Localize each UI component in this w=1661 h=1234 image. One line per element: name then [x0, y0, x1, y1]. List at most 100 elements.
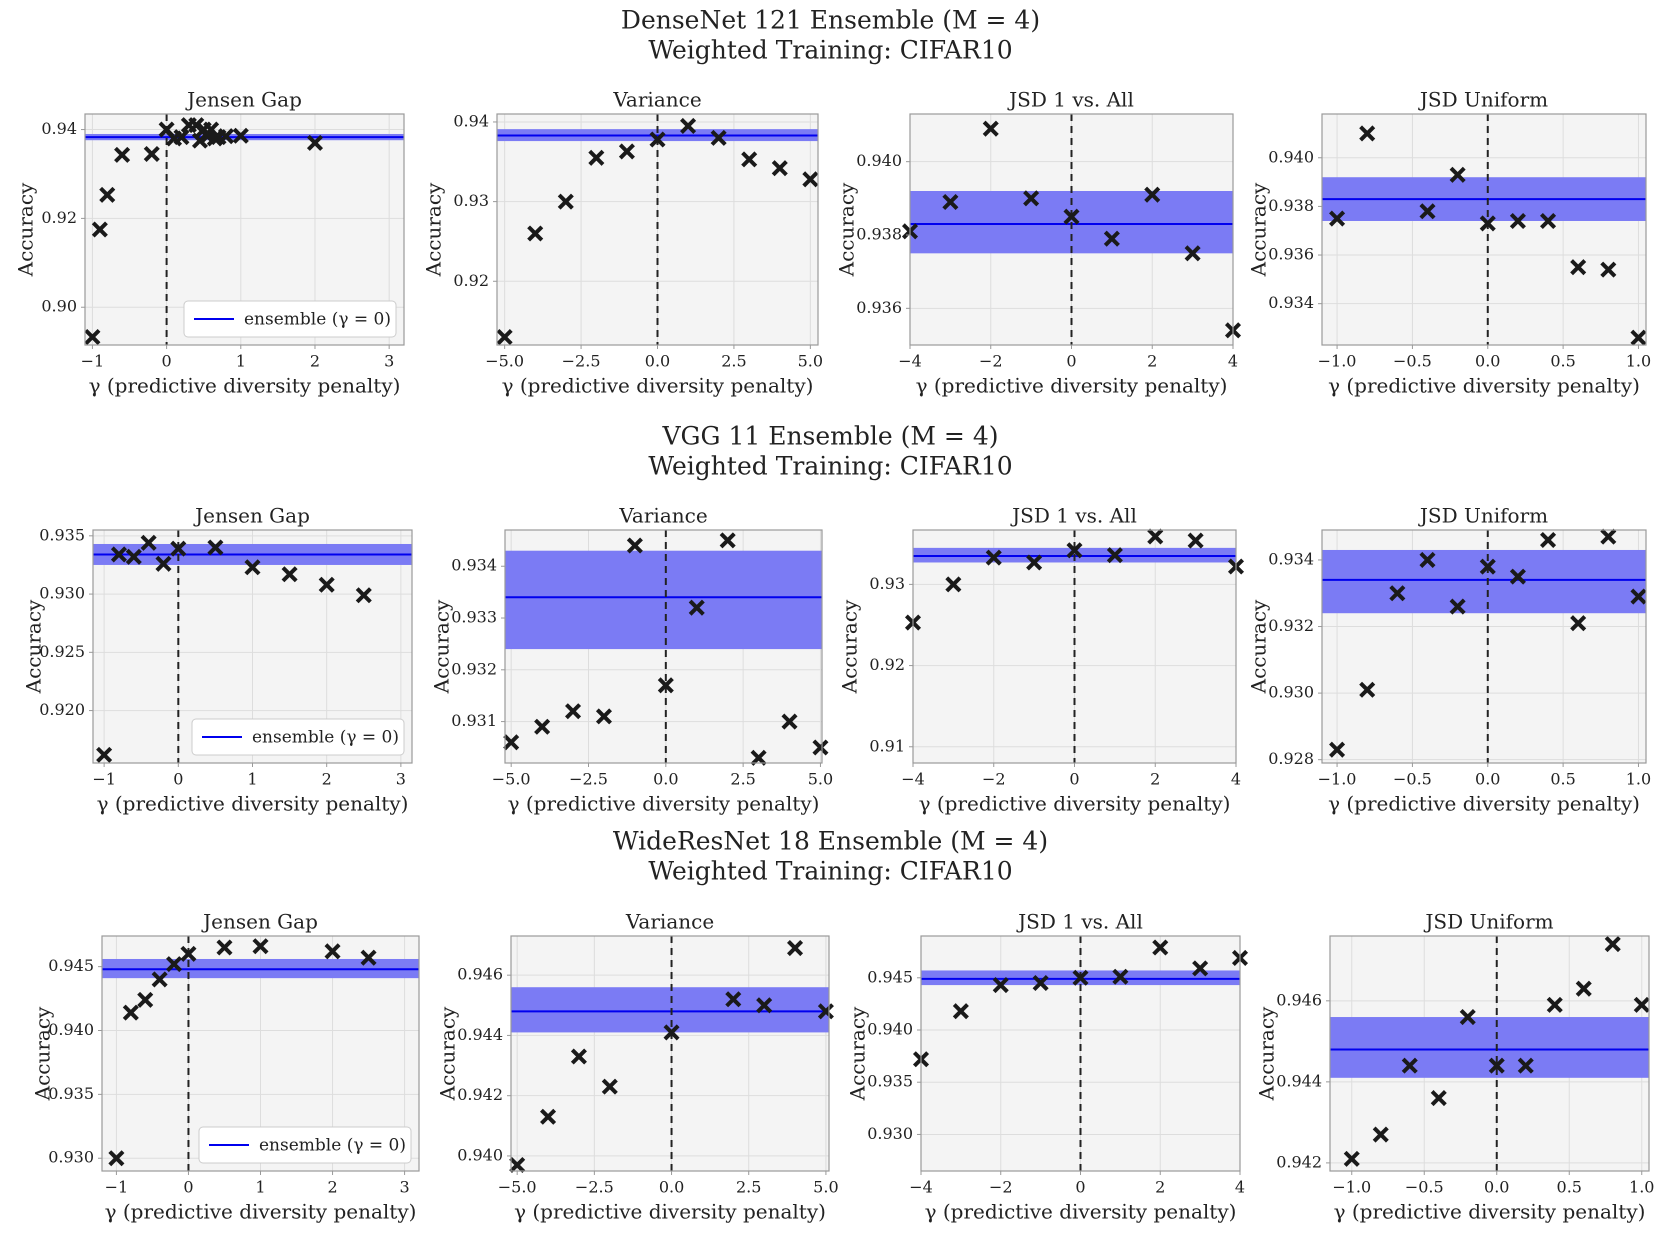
x-tick-label: −1 [81, 352, 105, 371]
x-tick-label: −4 [909, 1178, 933, 1197]
data-point [108, 1150, 125, 1167]
model-title: VGG 11 Ensemble (M = 4) [662, 422, 999, 451]
y-axis-label: Accuracy [436, 1006, 460, 1101]
y-tick-label: 0.94 [453, 111, 489, 130]
data-point [812, 739, 829, 756]
y-tick-label: 0.936 [1268, 245, 1314, 264]
y-tick-label: 0.930 [39, 584, 85, 603]
y-axis-label: Accuracy [22, 599, 46, 694]
x-tick-label: 4 [1231, 770, 1241, 789]
data-point [207, 539, 224, 556]
x-axis-label: γ (predictive diversity penalty) [925, 1200, 1237, 1224]
y-axis-label: Accuracy [422, 182, 446, 277]
legend-label: ensemble (γ = 0) [259, 1136, 406, 1156]
model-title: DenseNet 121 Ensemble (M = 4) [621, 6, 1040, 35]
y-tick-label: 0.92 [41, 208, 77, 227]
x-tick-label: −2.5 [569, 770, 608, 789]
x-tick-label: −2 [979, 352, 1003, 371]
x-tick-label: −1.0 [1318, 352, 1357, 371]
data-point [1546, 996, 1563, 1013]
x-tick-label: −2.5 [575, 1178, 614, 1197]
panel-jsd-1-vs-all: −4 −2 0 2 4 0.91 0.92 0.93 JSD 1 vs. All γ (predi… [838, 504, 1245, 816]
legend-label: ensemble (γ = 0) [244, 310, 391, 330]
y-tick-label: 0.932 [1268, 616, 1314, 635]
training-title: Weighted Training: CIFAR10 [648, 452, 1012, 481]
data-point [1343, 1150, 1360, 1167]
data-point [155, 555, 172, 572]
row-1: DenseNet 121 Ensemble (M = 4)Weighted Tr… [14, 6, 1652, 398]
data-point [688, 599, 705, 616]
x-tick-label: 5.0 [798, 352, 823, 371]
x-tick-label: 0.0 [1475, 352, 1500, 371]
x-tick-label: −5.0 [498, 1178, 537, 1197]
x-tick-label: −0.5 [1393, 352, 1432, 371]
training-title: Weighted Training: CIFAR10 [648, 36, 1012, 65]
data-point [114, 146, 131, 163]
x-axis-label: γ (predictive diversity penalty) [919, 792, 1231, 816]
data-point [91, 221, 108, 238]
panel-jsd-uniform: −1.0 −0.5 0.0 0.5 1.0 0.928 0.930 0.932 0.934 JSD… [1247, 504, 1652, 816]
data-point [1401, 1057, 1418, 1074]
y-tick-label: 0.934 [1268, 549, 1314, 568]
y-tick-label: 0.940 [1268, 147, 1314, 166]
panel-jensen-gap: −1 0 1 2 3 0.90 0.92 0.94 Jensen Gap γ (predictiv… [14, 88, 405, 398]
x-tick-label: 0.5 [1550, 770, 1575, 789]
y-tick-label: 0.946 [457, 965, 503, 984]
data-point [1459, 1009, 1476, 1026]
y-tick-label: 0.944 [1276, 1071, 1322, 1090]
data-point [244, 559, 261, 576]
x-tick-label: 0 [1069, 770, 1079, 789]
data-point [99, 186, 116, 203]
axes-frame [1321, 529, 1647, 764]
ensemble-band [511, 987, 829, 1033]
legend: ensemble (γ = 0) [191, 718, 405, 756]
axes-frame [510, 935, 830, 1172]
x-tick-label: 2.5 [730, 770, 755, 789]
x-tick-label: 2.5 [721, 352, 746, 371]
data-point [557, 193, 574, 210]
row-3: WideResNet 18 Ensemble (M = 4)Weighted T… [31, 827, 1655, 1224]
panel-title: JSD Uniform [1418, 504, 1548, 528]
y-tick-label: 0.928 [1268, 749, 1314, 768]
y-tick-label: 0.936 [856, 298, 902, 317]
legend-box [198, 1126, 412, 1164]
data-point [166, 956, 183, 973]
panel-title: JSD Uniform [1423, 910, 1553, 934]
data-point [601, 1078, 618, 1095]
y-tick-label: 0.935 [48, 1084, 94, 1103]
data-point [122, 1004, 139, 1021]
y-tick-label: 0.940 [856, 151, 902, 170]
y-axis-label: Accuracy [31, 1006, 55, 1101]
y-tick-label: 0.945 [48, 956, 94, 975]
y-tick-label: 0.930 [1268, 683, 1314, 702]
data-point [802, 171, 819, 188]
legend: ensemble (γ = 0) [183, 300, 397, 338]
axes-frame [1321, 113, 1647, 346]
data-point [1604, 936, 1621, 953]
data-point [143, 145, 160, 163]
y-axis-label: Accuracy [14, 182, 38, 277]
panel-jensen-gap: −1 0 1 2 3 0.930 0.935 0.940 0.945 Jensen Gap γ (p… [31, 910, 420, 1224]
data-point [96, 746, 113, 763]
panel-jsd-uniform: −1.0 −0.5 0.0 0.5 1.0 0.934 0.936 0.938 0.940 JSD… [1247, 88, 1652, 398]
data-point [1419, 551, 1436, 568]
legend-box [191, 718, 405, 756]
data-point [1430, 1090, 1447, 1107]
x-tick-label: −5.0 [492, 770, 531, 789]
data-point [565, 703, 582, 720]
data-point [1540, 531, 1557, 549]
y-tick-label: 0.932 [451, 659, 497, 678]
axes-frame [504, 529, 823, 764]
data-point [318, 576, 335, 593]
x-tick-label: 4 [1235, 1178, 1245, 1197]
data-point [942, 193, 959, 211]
x-tick-label: 0.0 [653, 770, 678, 789]
data-point [1630, 588, 1647, 605]
data-point [252, 938, 269, 955]
data-point [1570, 615, 1587, 632]
x-tick-label: 2.5 [736, 1178, 761, 1197]
y-tick-label: 0.94 [41, 119, 77, 138]
x-tick-label: 1.0 [1626, 770, 1651, 789]
x-tick-label: 1.0 [1626, 352, 1651, 371]
y-tick-label: 0.935 [867, 1072, 913, 1091]
